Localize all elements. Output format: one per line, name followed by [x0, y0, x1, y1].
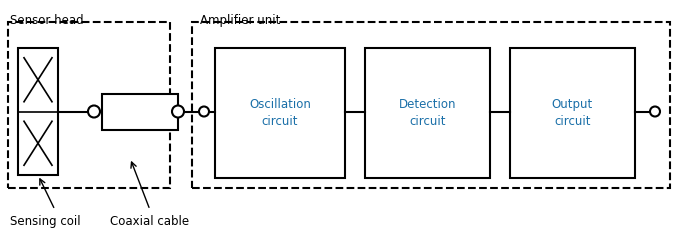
Text: Coaxial cable: Coaxial cable — [110, 215, 189, 228]
Bar — [18, 48, 58, 175]
Text: Detection
circuit: Detection circuit — [398, 98, 456, 128]
Text: Output
circuit: Output circuit — [552, 98, 593, 128]
Text: Sensor head: Sensor head — [10, 14, 84, 27]
Circle shape — [88, 105, 100, 118]
Bar — [8, 22, 170, 188]
Bar — [510, 48, 635, 178]
Bar — [365, 48, 490, 178]
Text: Amplifier unit: Amplifier unit — [200, 14, 280, 27]
Bar — [215, 48, 345, 178]
Text: Sensing coil: Sensing coil — [10, 215, 81, 228]
Circle shape — [172, 105, 184, 118]
Circle shape — [650, 107, 660, 116]
Circle shape — [199, 107, 209, 116]
Bar — [102, 93, 178, 130]
Bar — [192, 22, 670, 188]
Text: Oscillation
circuit: Oscillation circuit — [249, 98, 311, 128]
